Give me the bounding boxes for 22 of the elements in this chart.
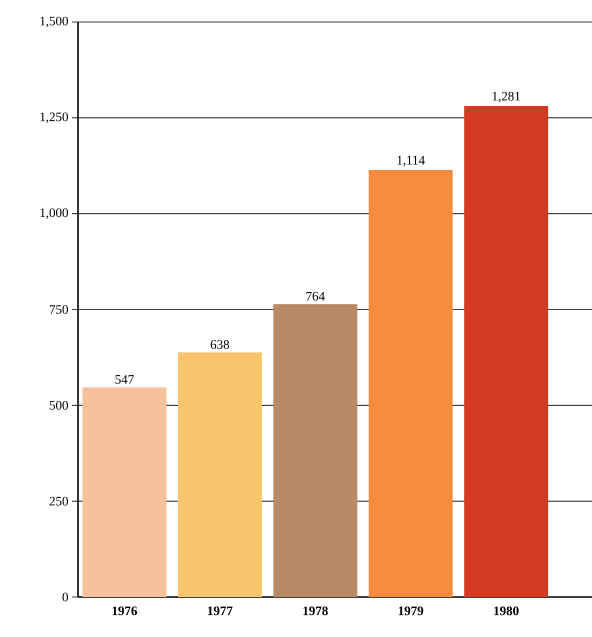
y-tick-label: 0 xyxy=(62,592,68,602)
y-tick-label: 500 xyxy=(50,400,68,410)
y-tick-label: 250 xyxy=(50,496,68,506)
y-tick-label: 1,250 xyxy=(40,112,68,124)
x-tick-label: 1978 xyxy=(303,606,328,616)
data-label: 764 xyxy=(306,292,325,301)
data-label: 638 xyxy=(210,340,230,349)
x-tick-label: 1977 xyxy=(208,606,233,616)
x-tick-label: 1976 xyxy=(112,606,138,616)
bar xyxy=(273,304,358,597)
y-tick-label: 1,500 xyxy=(40,16,68,28)
x-tick-label: 1979 xyxy=(398,606,424,616)
bar xyxy=(464,106,548,597)
bar xyxy=(178,352,262,597)
data-label: 1,281 xyxy=(492,92,520,102)
y-tick-label: 750 xyxy=(50,305,68,314)
x-tick-label: 1980 xyxy=(494,606,519,616)
bar xyxy=(368,170,453,597)
bar xyxy=(82,387,166,597)
data-label: 547 xyxy=(116,375,134,384)
y-tick-label: 1,000 xyxy=(40,208,68,219)
data-label: 1,114 xyxy=(398,156,425,166)
